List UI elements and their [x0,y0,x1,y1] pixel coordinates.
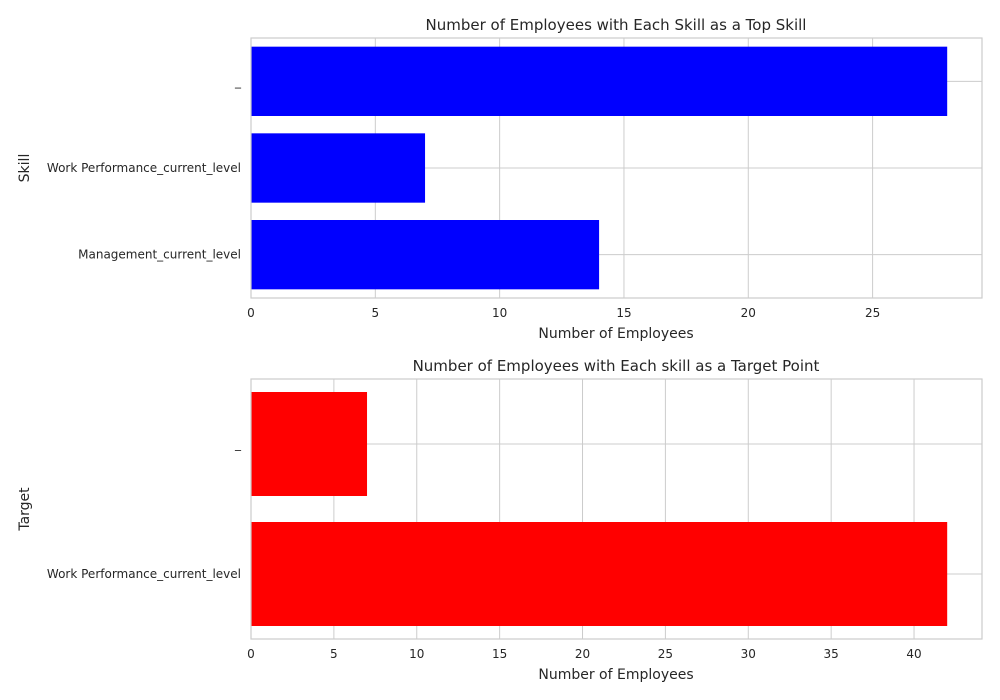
x-tick-label: 5 [330,647,338,661]
y-tick-label: Work Performance_current_level [47,567,241,581]
bar [251,46,948,116]
plot-frame [250,378,983,640]
chart-title: Number of Employees with Each Skill as a… [426,16,807,34]
x-tick-labels: 0 5 10 15 20 25 [247,306,880,320]
x-tick-label: 20 [741,306,756,320]
x-axis-label: Number of Employees [538,667,693,683]
bar [251,392,368,496]
y-tick-labels: Management_current_level Work Performance… [47,74,242,261]
x-tick-label: 10 [492,306,507,320]
x-tick-label: 30 [741,647,756,661]
x-tick-label: 15 [492,647,507,661]
x-tick-label: 35 [824,647,839,661]
bars [251,392,948,626]
x-axis-label: Number of Employees [538,326,693,342]
chart-target-point: Number of Employees with Each skill as a… [17,357,983,683]
chart-top-skill: Number of Employees with Each Skill as a… [17,16,983,342]
x-tick-label: 25 [865,306,880,320]
x-tick-label: 10 [409,647,424,661]
plot-frame [250,37,983,299]
bars [251,46,948,290]
x-tick-label: 20 [575,647,590,661]
bar [251,133,426,203]
y-tick-label: _ [234,74,242,88]
bar [251,220,600,290]
x-tick-label: 40 [906,647,921,661]
x-tick-label: 25 [658,647,673,661]
y-tick-label: Management_current_level [78,248,241,262]
x-tick-label: 0 [247,306,255,320]
x-tick-label: 15 [616,306,631,320]
x-tick-labels: 0 5 10 15 20 25 30 35 40 [247,647,921,661]
y-tick-label: Work Performance_current_level [47,161,241,175]
chart-title: Number of Employees with Each skill as a… [413,357,820,375]
y-axis-label: Skill [17,154,33,183]
y-tick-labels: Work Performance_current_level _ [47,437,242,581]
y-tick-label: _ [234,437,242,451]
x-tick-label: 5 [371,306,379,320]
x-tick-label: 0 [247,647,255,661]
y-axis-label: Target [17,487,33,532]
bar [251,522,948,626]
